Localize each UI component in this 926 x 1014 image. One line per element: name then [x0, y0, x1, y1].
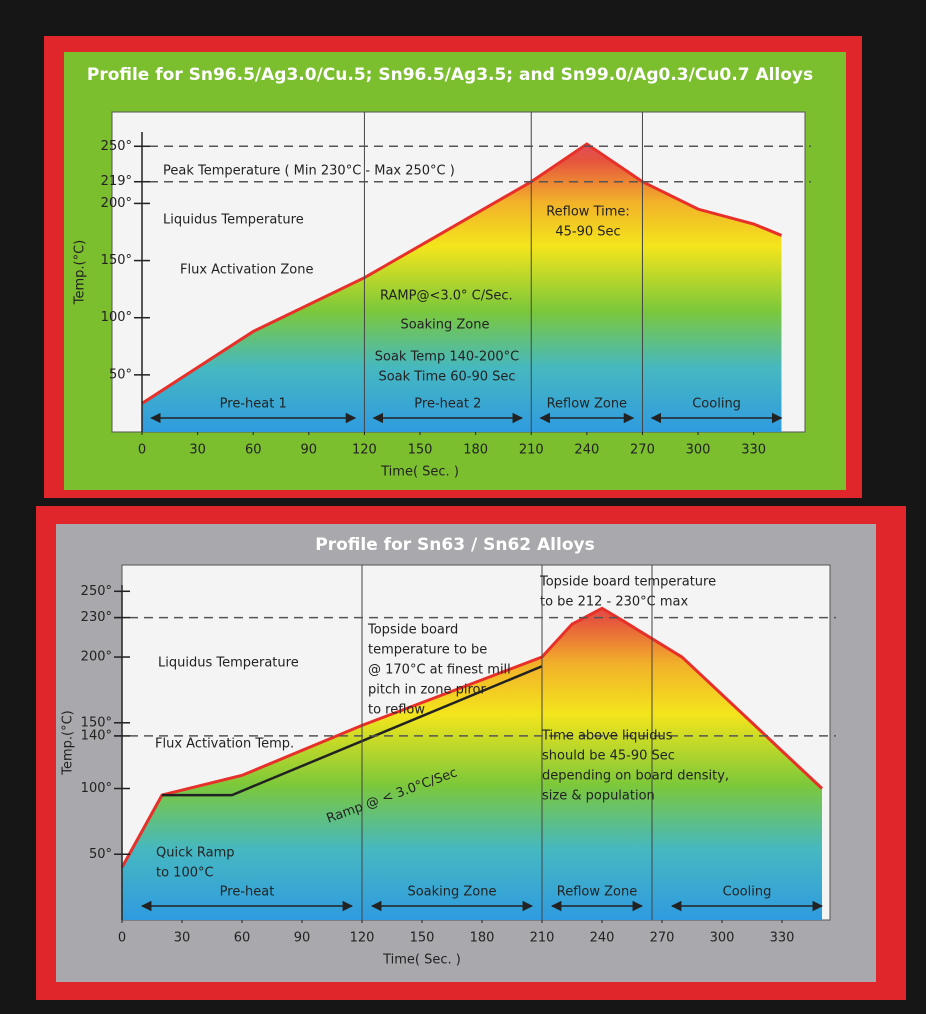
x-tick-label: 180 [470, 931, 495, 946]
annotation: to reflow [368, 703, 425, 718]
x-tick-label: 90 [301, 443, 318, 458]
annotation: Topside board temperature [539, 575, 716, 590]
annotation: Soak Temp 140-200°C [375, 350, 520, 365]
x-tick-label: 0 [138, 443, 146, 458]
x-tick-label: 120 [352, 443, 377, 458]
x-tick-label: 150 [408, 443, 433, 458]
x-tick-label: 90 [294, 931, 311, 946]
y-tick-label: 230° [81, 610, 112, 625]
x-tick-label: 60 [234, 931, 251, 946]
annotation: Soaking Zone [400, 318, 489, 333]
zone-label: Pre-heat 1 [220, 397, 287, 412]
x-axis-label: Time( Sec. ) [382, 953, 461, 968]
annotation: Flux Activation Zone [180, 263, 313, 278]
profile-area [142, 144, 782, 432]
y-tick-label: 140° [81, 728, 112, 743]
annotation: Reflow Time: [546, 205, 630, 220]
x-axis-label: Time( Sec. ) [380, 465, 459, 480]
y-tick-label: 250° [81, 584, 112, 599]
y-tick-label: 150° [101, 253, 132, 268]
y-axis-label: Temp.(°C) [73, 240, 88, 306]
x-tick-label: 300 [710, 931, 735, 946]
chart-title: Profile for Sn63 / Sn62 Alloys [315, 535, 594, 555]
annotation: @ 170°C at finest mill [368, 663, 511, 678]
annotation: temperature to be [368, 643, 487, 658]
x-tick-label: 210 [530, 931, 555, 946]
x-tick-label: 270 [650, 931, 675, 946]
y-tick-label: 50° [89, 847, 112, 862]
y-tick-label: 50° [109, 367, 132, 382]
ramp-line [162, 665, 543, 797]
zone-label: Reflow Zone [557, 885, 637, 900]
profile-area [122, 608, 822, 920]
annotation: pitch in zone piror [368, 683, 486, 698]
annotation: Peak Temperature ( Min 230°C - Max 250°C… [163, 164, 455, 179]
y-tick-label: 150° [81, 715, 112, 730]
annotation: depending on board density, [542, 769, 729, 784]
y-tick-label: 200° [101, 196, 132, 211]
annotation: 45-90 Sec [555, 225, 620, 240]
annotation: Liquidus Temperature [158, 656, 299, 671]
zone-label: Cooling [692, 397, 741, 412]
x-tick-label: 330 [770, 931, 795, 946]
x-tick-label: 330 [741, 443, 766, 458]
zone-label: Pre-heat 2 [414, 397, 481, 412]
y-tick-label: 219° [101, 174, 132, 189]
y-tick-label: 100° [101, 310, 132, 325]
annotation: Flux Activation Temp. [155, 737, 294, 752]
x-tick-label: 180 [463, 443, 488, 458]
zone-label: Cooling [723, 885, 772, 900]
x-tick-label: 210 [519, 443, 544, 458]
annotation: Liquidus Temperature [163, 213, 304, 228]
zone-label: Reflow Zone [547, 397, 627, 412]
annotation: Topside board [367, 623, 458, 638]
annotation: to 100°C [156, 866, 214, 881]
x-tick-label: 240 [590, 931, 615, 946]
chart-title: Profile for Sn96.5/Ag3.0/Cu.5; Sn96.5/Ag… [87, 65, 813, 85]
x-tick-label: 30 [174, 931, 191, 946]
y-tick-label: 100° [81, 781, 112, 796]
annotation: to be 212 - 230°C max [540, 595, 688, 610]
profile-line [141, 142, 783, 405]
annotation: RAMP@<3.0° C/Sec. [380, 289, 513, 304]
annotation: Time above liquidus [541, 729, 673, 744]
x-tick-label: 120 [350, 931, 375, 946]
annotation: should be 45-90 Sec [542, 749, 675, 764]
y-tick-label: 250° [101, 139, 132, 154]
annotation: Quick Ramp [156, 846, 235, 861]
zone-label: Soaking Zone [407, 885, 496, 900]
x-tick-label: 30 [189, 443, 206, 458]
x-tick-label: 60 [245, 443, 262, 458]
x-tick-label: 300 [686, 443, 711, 458]
x-tick-label: 240 [574, 443, 599, 458]
x-tick-label: 0 [118, 931, 126, 946]
annotation: size & population [542, 789, 655, 804]
y-axis-label: Temp.(°C) [61, 710, 76, 776]
x-tick-label: 150 [410, 931, 435, 946]
y-tick-label: 200° [81, 650, 112, 665]
annotation: Soak Time 60-90 Sec [378, 370, 515, 385]
zone-label: Pre-heat [220, 885, 275, 900]
x-tick-label: 270 [630, 443, 655, 458]
